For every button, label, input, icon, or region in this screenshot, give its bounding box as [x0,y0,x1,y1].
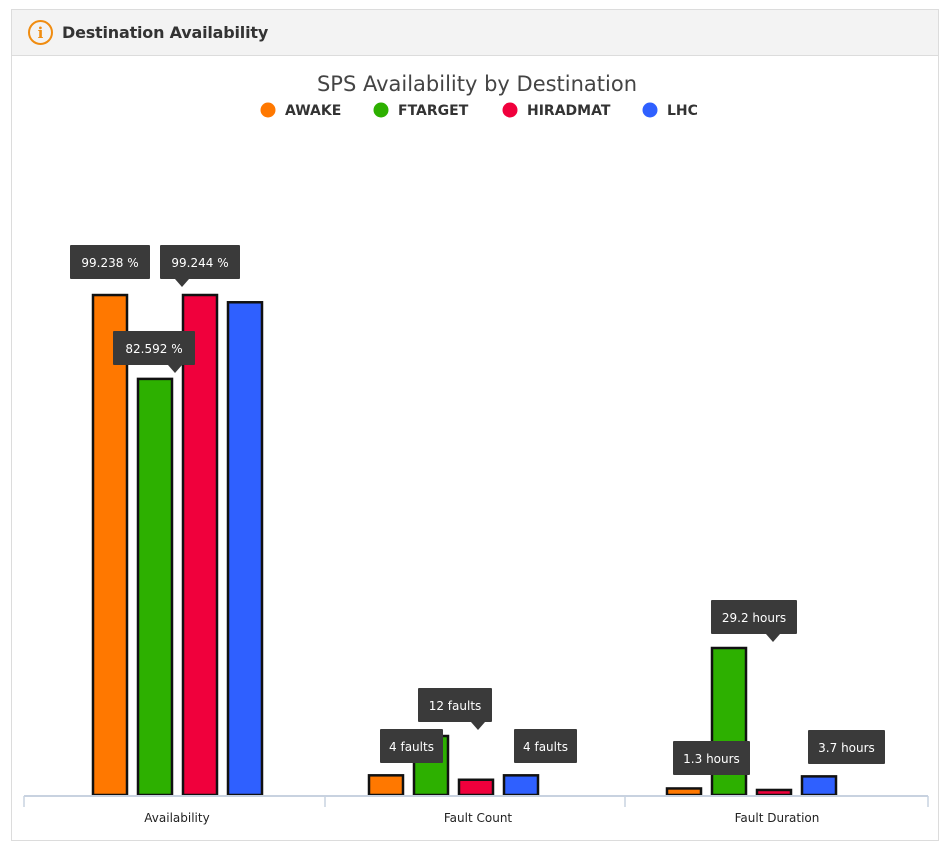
data-label-pointer [168,365,182,373]
legend-item-lhc[interactable]: LHC [642,102,698,120]
data-label-pointer [766,634,780,642]
data-label-text: 29.2 hours [722,611,786,625]
data-label: 12 faults [418,688,492,730]
data-label-box [380,729,443,763]
data-label-box [808,730,885,764]
x-axis: Availability Fault Count Fault Duration [23,795,929,825]
data-label-box [418,688,492,722]
chart-title: SPS Availability by Destination [317,72,637,96]
bar-lhc-availability[interactable] [226,301,264,797]
data-labels: 99.238 % 82.592 % 99.244 % 4 faults 12 fault… [70,245,885,775]
data-label: 82.592 % [113,331,195,373]
data-label-text: 12 faults [429,699,482,713]
info-icon[interactable]: i [28,20,53,45]
data-label-box [514,729,577,763]
legend-item-ftarget[interactable]: FTARGET [373,102,469,120]
bar-lhc-fault-duration[interactable] [800,775,838,797]
data-label-text: 82.592 % [125,342,182,356]
legend-label: FTARGET [398,103,469,119]
bar-awake-fault-count[interactable] [367,774,405,797]
data-label-box [70,245,150,279]
legend-label: LHC [667,103,698,119]
legend-marker [642,102,658,118]
bar-awake-fault-duration[interactable] [665,787,703,797]
x-tick-label: Fault Duration [735,811,820,825]
data-label-text: 4 faults [523,740,568,754]
data-label-box [113,331,195,365]
bar-hiradmat-fault-duration[interactable] [755,788,793,797]
data-label-text: 99.238 % [81,256,138,270]
data-label-box [673,741,750,775]
legend-label: AWAKE [285,103,341,119]
data-label: 99.244 % [160,245,240,287]
legend-label: HIRADMAT [527,103,611,119]
bar-hiradmat-availability[interactable] [181,293,219,797]
data-label: 4 faults [514,729,577,763]
data-label-box [160,245,240,279]
legend-marker [260,102,276,118]
legend-marker [502,102,518,118]
data-label-text: 3.7 hours [818,741,875,755]
bar-hiradmat-fault-count[interactable] [457,778,495,797]
data-label-pointer [175,279,189,287]
x-tick-label: Availability [144,811,209,825]
data-label: 99.238 % [70,245,150,279]
data-label-pointer [471,722,485,730]
data-label: 29.2 hours [711,600,797,642]
data-label: 3.7 hours [808,730,885,764]
chart-legend: AWAKE FTARGET HIRADMAT LHC [260,102,698,120]
chart-bars [91,293,838,797]
panel-header: i Destination Availability [12,10,938,56]
data-label: 1.3 hours [673,741,750,775]
panel-title: Destination Availability [62,23,269,42]
data-label: 4 faults [380,729,443,763]
data-label-text: 1.3 hours [683,752,740,766]
data-label-text: 4 faults [389,740,434,754]
data-label-box [711,600,797,634]
bar-ftarget-availability[interactable] [136,377,174,797]
data-label-text: 99.244 % [171,256,228,270]
legend-marker [373,102,389,118]
legend-item-hiradmat[interactable]: HIRADMAT [502,102,611,120]
x-tick-label: Fault Count [444,811,513,825]
bar-awake-availability[interactable] [91,293,129,797]
bar-lhc-fault-count[interactable] [502,774,540,797]
legend-item-awake[interactable]: AWAKE [260,102,342,120]
